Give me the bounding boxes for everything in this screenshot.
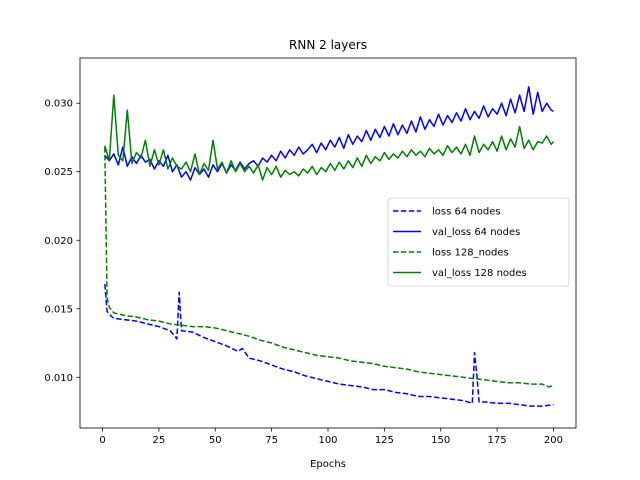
x-tick-label: 50 <box>209 435 222 446</box>
x-tick-label: 100 <box>318 435 337 446</box>
legend-label-3: val_loss 128 nodes <box>432 268 527 279</box>
y-tick-label: 0.025 <box>44 167 73 178</box>
legend-box <box>387 197 570 287</box>
y-tick-label: 0.020 <box>44 236 73 247</box>
x-tick-label: 175 <box>488 435 507 446</box>
x-tick-label: 25 <box>153 435 166 446</box>
series-line-1 <box>104 86 554 181</box>
legend-label-0: loss 64 nodes <box>432 207 501 218</box>
legend-label-1: val_loss 64 nodes <box>432 227 520 238</box>
legend: loss 64 nodes val_loss 64 nodes loss 128_n… <box>387 197 570 287</box>
x-axis-ticks: 0 25 50 75 100 125 150 175 200 <box>99 428 563 446</box>
x-axis-label: Epochs <box>310 459 346 470</box>
y-axis-ticks: 0.010 0.015 0.020 0.025 0.030 <box>44 99 80 384</box>
series-layer <box>104 86 555 407</box>
x-tick-label: 75 <box>265 435 278 446</box>
y-tick-label: 0.030 <box>44 99 73 110</box>
x-tick-label: 0 <box>99 435 105 446</box>
series-line-0 <box>104 284 554 407</box>
plot-frame <box>79 57 577 429</box>
chart-title: RNN 2 layers <box>289 38 367 52</box>
x-tick-label: 150 <box>431 435 450 446</box>
x-tick-label: 125 <box>375 435 394 446</box>
x-tick-label: 200 <box>544 435 563 446</box>
series-line-3 <box>104 94 555 181</box>
y-tick-label: 0.010 <box>44 373 73 384</box>
series-line-2 <box>104 147 554 388</box>
y-tick-label: 0.015 <box>44 304 73 315</box>
legend-label-2: loss 128_nodes <box>432 248 509 259</box>
